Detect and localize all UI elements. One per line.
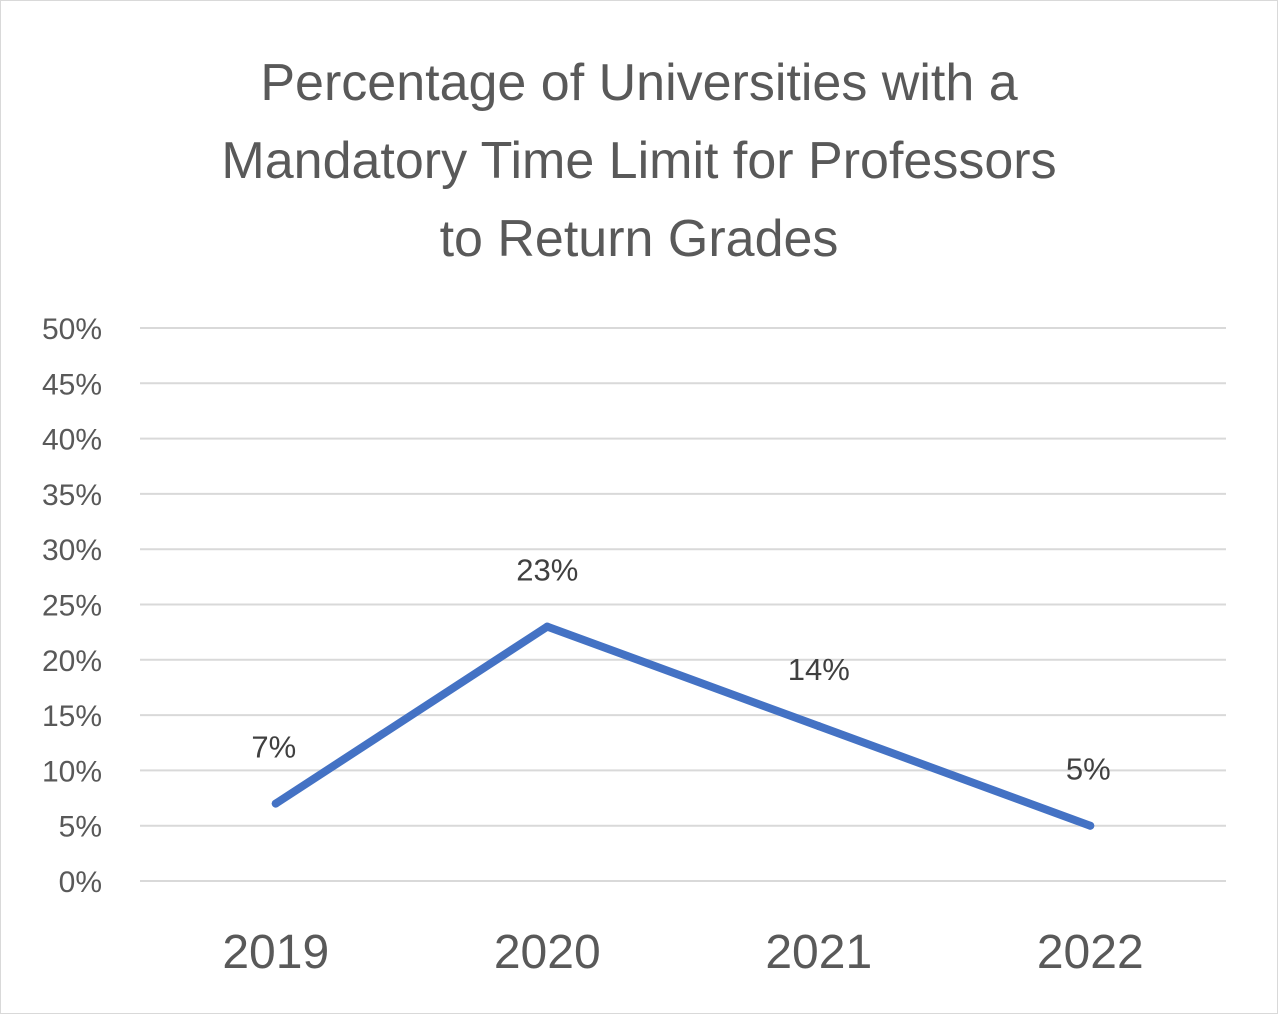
y-tick-label: 25% [42, 590, 102, 623]
data-point [1086, 821, 1095, 830]
data-point [814, 722, 823, 731]
data-label: 23% [516, 553, 578, 588]
y-tick-label: 45% [42, 368, 102, 401]
y-tick-label: 10% [42, 755, 102, 788]
y-tick-label: 40% [42, 424, 102, 457]
x-tick-label: 2020 [494, 926, 601, 979]
data-label: 14% [788, 652, 850, 687]
x-tick-label: 2021 [765, 926, 872, 979]
data-point [543, 622, 552, 631]
data-point [271, 799, 280, 808]
y-tick-label: 50% [42, 313, 102, 346]
series-layer [271, 622, 1095, 830]
series-line [271, 622, 1095, 830]
chart-title: Percentage of Universities with a Mandat… [221, 54, 1057, 268]
x-tick-label: 2019 [222, 926, 329, 979]
y-tick-label: 35% [42, 479, 102, 512]
data-label: 5% [1066, 752, 1111, 787]
y-tick-label: 0% [59, 866, 102, 899]
x-axis: 2019 2020 2021 2022 [222, 926, 1143, 979]
data-labels: 7% 23% 14% 5% [251, 553, 1110, 787]
gridlines [140, 327, 1226, 882]
y-tick-label: 20% [42, 645, 102, 678]
data-label: 7% [251, 730, 296, 765]
y-tick-label: 30% [42, 534, 102, 567]
y-tick-label: 15% [42, 700, 102, 733]
y-tick-label: 5% [59, 811, 102, 844]
x-tick-label: 2022 [1037, 926, 1144, 979]
y-axis: 0% 5% 10% 15% 20% 25% 30% 35% 40% 45% 50% [42, 313, 102, 899]
